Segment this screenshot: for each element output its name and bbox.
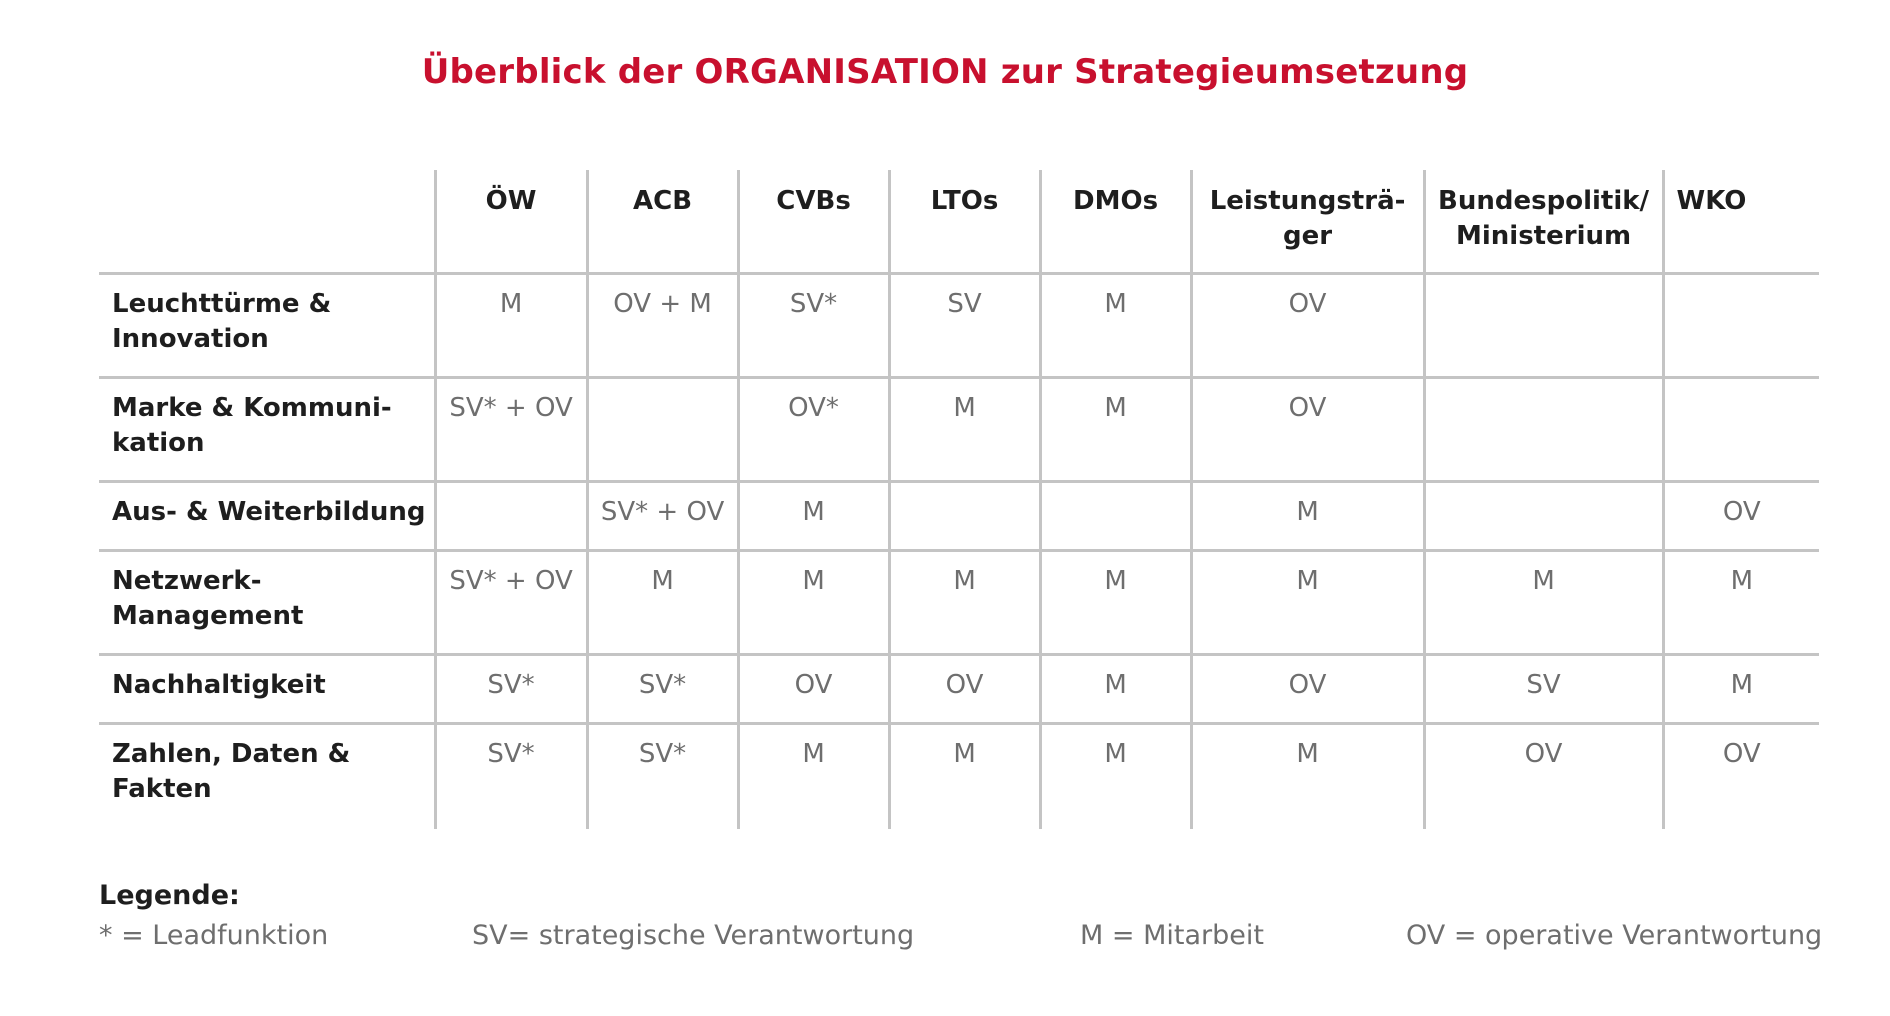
table-cell: OV xyxy=(1661,723,1820,829)
table-cell: SV* + OV xyxy=(433,550,588,656)
table-cell: OV xyxy=(1661,481,1820,552)
table-cell xyxy=(1422,273,1664,379)
table-header-row: ÖW ACB CVBs LTOs DMOs Leistungsträ- ger … xyxy=(99,170,1820,275)
table-cell: OV xyxy=(1189,654,1425,725)
table-cell: M xyxy=(1422,550,1664,656)
table-cell xyxy=(1661,273,1820,379)
table-cell: SV* xyxy=(585,723,739,829)
table-cell: M xyxy=(1038,377,1192,483)
table-cell: SV* xyxy=(433,723,588,829)
row-label: Zahlen, Daten & Fakten xyxy=(112,738,351,804)
table-cell: SV* xyxy=(585,654,739,725)
table-cell xyxy=(1038,481,1192,552)
table-row: Marke & Kommuni- kation SV* + OV OV* M M… xyxy=(99,377,1820,483)
table-cell: SV* + OV xyxy=(433,377,588,483)
row-label: Leuchttürme & Innovation xyxy=(99,273,436,379)
table-row: Netzwerk- Management SV* + OV M M M M M … xyxy=(99,550,1820,656)
table-cell: M xyxy=(1661,654,1820,725)
column-header: DMOs xyxy=(1038,170,1192,275)
row-label: Nachhaltigkeit xyxy=(99,654,436,725)
table-cell: OV xyxy=(887,654,1041,725)
table-cell xyxy=(585,377,739,483)
table-cell: OV + M xyxy=(585,273,739,379)
table-cell xyxy=(433,481,588,552)
table-cell: M xyxy=(1189,550,1425,656)
column-header: WKO xyxy=(1661,170,1820,275)
table-cell: M xyxy=(887,723,1041,829)
table-cell xyxy=(887,481,1041,552)
column-header: ÖW xyxy=(433,170,588,275)
table-cell: OV xyxy=(1189,273,1425,379)
row-label: Marke & Kommuni- kation xyxy=(99,377,436,483)
legend-title: Legende: xyxy=(99,880,240,911)
table-cell xyxy=(1661,377,1820,483)
column-header: Leistungsträ- ger xyxy=(1189,170,1425,275)
table-cell: OV xyxy=(736,654,890,725)
table-row: Aus- & Weiterbildung SV* + OV M M OV xyxy=(99,481,1820,552)
row-label: Aus- & Weiterbildung xyxy=(99,481,436,552)
corner-header xyxy=(99,170,436,275)
table-cell: SV* + OV xyxy=(585,481,739,552)
table-cell: M xyxy=(736,550,890,656)
legend-item-ov: OV = operative Verantwortung xyxy=(1406,920,1823,951)
table-cell: M xyxy=(887,377,1041,483)
table-cell: M xyxy=(736,723,890,829)
table-cell: M xyxy=(1038,723,1192,829)
row-label: Netzwerk- Management xyxy=(99,550,436,656)
table-row: Nachhaltigkeit SV* SV* OV OV M OV SV M xyxy=(99,654,1820,725)
legend-item-sv: SV= strategische Verantwortung xyxy=(472,920,915,951)
table-cell: OV* xyxy=(736,377,890,483)
column-header: LTOs xyxy=(887,170,1041,275)
table-cell: M xyxy=(1189,723,1425,829)
column-header: Bundespolitik/ Ministerium xyxy=(1422,170,1664,275)
table-cell: SV* xyxy=(736,273,890,379)
table-cell: M xyxy=(1038,654,1192,725)
table-cell: OV xyxy=(1189,377,1425,483)
page-title: Überblick der ORGANISATION zur Strategie… xyxy=(421,52,1469,92)
table-row: Zahlen, Daten & Fakten SV* SV* M M M M O… xyxy=(99,723,1820,829)
table-row: Leuchttürme & Innovation M OV + M SV* SV… xyxy=(99,273,1820,379)
table-cell xyxy=(1422,377,1664,483)
table-cell: M xyxy=(887,550,1041,656)
table-cell: M xyxy=(1189,481,1425,552)
legend-item-m: M = Mitarbeit xyxy=(1080,920,1264,951)
table-cell: M xyxy=(433,273,588,379)
table-cell: M xyxy=(1661,550,1820,656)
legend-item-lead: * = Leadfunktion xyxy=(99,920,329,951)
table-cell: M xyxy=(1038,273,1192,379)
table-cell: M xyxy=(736,481,890,552)
table-cell: M xyxy=(1038,550,1192,656)
column-header: ACB xyxy=(585,170,739,275)
organisation-table: ÖW ACB CVBs LTOs DMOs Leistungsträ- ger … xyxy=(99,170,1820,829)
table-cell: SV xyxy=(1422,654,1664,725)
table-cell xyxy=(1422,481,1664,552)
table-cell: M xyxy=(585,550,739,656)
table-cell: SV xyxy=(887,273,1041,379)
column-header: CVBs xyxy=(736,170,890,275)
table-cell: OV xyxy=(1422,723,1664,829)
table-cell: SV* xyxy=(433,654,588,725)
